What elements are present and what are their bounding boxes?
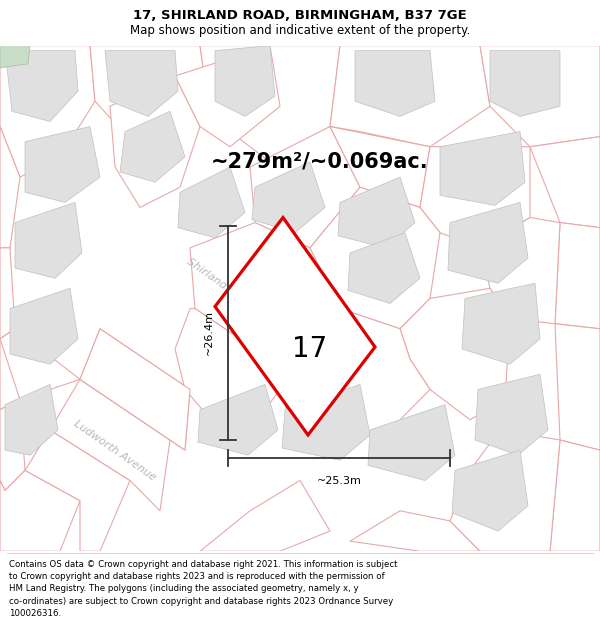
Polygon shape — [5, 384, 58, 455]
Polygon shape — [80, 329, 190, 450]
Polygon shape — [0, 46, 95, 177]
Polygon shape — [0, 329, 20, 409]
Polygon shape — [450, 430, 560, 551]
Polygon shape — [25, 126, 100, 202]
Polygon shape — [190, 222, 340, 359]
Polygon shape — [368, 404, 455, 481]
Polygon shape — [530, 137, 600, 228]
Text: Contains OS data © Crown copyright and database right 2021. This information is : Contains OS data © Crown copyright and d… — [9, 560, 398, 618]
Polygon shape — [338, 177, 415, 248]
Polygon shape — [110, 76, 200, 208]
Text: ~279m²/~0.069ac.: ~279m²/~0.069ac. — [211, 152, 429, 172]
Text: Shirland Road: Shirland Road — [185, 257, 255, 310]
Text: Map shows position and indicative extent of the property.: Map shows position and indicative extent… — [130, 24, 470, 38]
Polygon shape — [250, 126, 360, 248]
Polygon shape — [252, 162, 325, 232]
Polygon shape — [15, 202, 82, 278]
Polygon shape — [400, 288, 510, 420]
Polygon shape — [175, 46, 280, 147]
Polygon shape — [550, 440, 600, 551]
Text: 17, SHIRLAND ROAD, BIRMINGHAM, B37 7GE: 17, SHIRLAND ROAD, BIRMINGHAM, B37 7GE — [133, 9, 467, 22]
Polygon shape — [105, 51, 178, 116]
Polygon shape — [0, 126, 20, 248]
Text: ~25.3m: ~25.3m — [317, 476, 361, 486]
Polygon shape — [330, 46, 490, 147]
Polygon shape — [25, 430, 130, 551]
Polygon shape — [50, 379, 170, 511]
Polygon shape — [462, 283, 540, 364]
Polygon shape — [420, 147, 530, 248]
Polygon shape — [480, 217, 560, 324]
Polygon shape — [330, 126, 430, 208]
Text: 17: 17 — [292, 335, 328, 363]
Polygon shape — [555, 222, 600, 329]
Polygon shape — [120, 111, 185, 182]
Polygon shape — [448, 202, 528, 283]
Polygon shape — [215, 217, 375, 435]
Polygon shape — [475, 374, 548, 455]
Polygon shape — [350, 511, 480, 551]
Polygon shape — [452, 450, 528, 531]
Polygon shape — [5, 51, 78, 121]
Polygon shape — [175, 309, 280, 430]
Polygon shape — [0, 329, 190, 450]
Polygon shape — [480, 46, 600, 147]
Polygon shape — [555, 324, 600, 450]
Polygon shape — [310, 188, 440, 329]
Text: ~26.4m: ~26.4m — [204, 311, 214, 356]
Polygon shape — [348, 232, 420, 304]
Polygon shape — [0, 399, 25, 491]
Polygon shape — [200, 481, 330, 551]
Polygon shape — [0, 46, 30, 68]
Polygon shape — [90, 46, 210, 167]
Polygon shape — [178, 167, 245, 238]
Polygon shape — [0, 248, 15, 339]
Polygon shape — [198, 384, 278, 455]
Polygon shape — [280, 309, 430, 440]
Polygon shape — [0, 471, 80, 551]
Polygon shape — [440, 132, 525, 206]
Polygon shape — [282, 384, 370, 460]
Polygon shape — [490, 51, 560, 116]
Polygon shape — [355, 51, 435, 116]
Polygon shape — [215, 46, 275, 116]
Polygon shape — [10, 288, 78, 364]
Text: Ludworth Avenue: Ludworth Avenue — [72, 418, 158, 482]
Polygon shape — [200, 46, 340, 162]
